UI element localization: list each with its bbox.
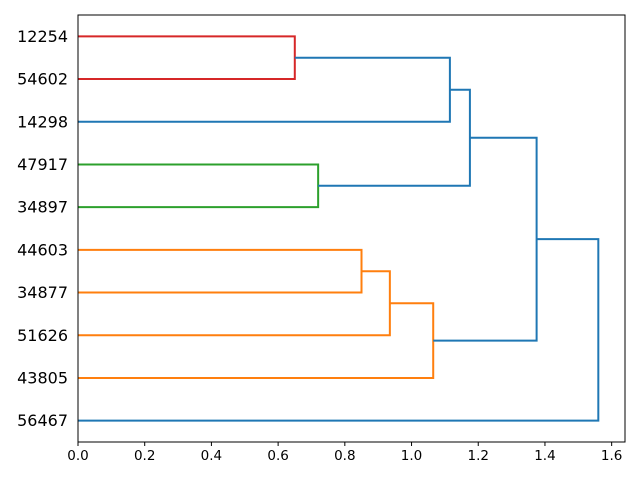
leaf-label: 56467 [17, 411, 68, 430]
leaf-label: 51626 [17, 326, 68, 345]
x-tick-label: 0.8 [334, 448, 355, 464]
dendrogram-links [78, 35, 600, 422]
leaf-label: 43805 [17, 368, 68, 387]
x-tick-label: 0.2 [134, 448, 155, 464]
x-tick-label: 1.0 [401, 448, 422, 464]
x-tick-label: 1.2 [468, 448, 489, 464]
x-tick-label: 1.4 [534, 448, 555, 464]
dendrogram-link [433, 136, 538, 342]
leaf-labels: 12254 54602 14298 47917 34897 44603 34877 51626… [17, 27, 68, 430]
dendrogram-link [78, 302, 435, 379]
leaf-label: 14298 [17, 112, 68, 131]
x-tick-label: 1.6 [601, 448, 622, 464]
x-tick-label: 0.0 [67, 448, 88, 464]
dendrogram-link [78, 56, 451, 123]
leaf-label: 54602 [17, 70, 68, 89]
leaf-label: 34897 [17, 198, 68, 217]
dendrogram-link [78, 248, 363, 294]
leaf-label: 44603 [17, 240, 68, 259]
leaf-label: 47917 [17, 155, 68, 174]
dendrogram-link [78, 270, 391, 337]
x-tick-label: 0.4 [201, 448, 222, 464]
dendrogram-link [318, 88, 471, 187]
x-tick-labels: 0.0 0.2 0.4 0.6 0.8 1.0 1.2 1.4 1.6 [67, 448, 622, 464]
dendrogram-link [78, 35, 296, 81]
dendrogram-link [78, 238, 600, 422]
axes-spines-and-ticks [77, 14, 626, 446]
leaf-label: 34877 [17, 283, 68, 302]
plot-spines [77, 14, 626, 443]
x-tick-label: 0.6 [267, 448, 288, 464]
dendrogram-link [78, 163, 320, 209]
leaf-label: 12254 [17, 27, 68, 46]
